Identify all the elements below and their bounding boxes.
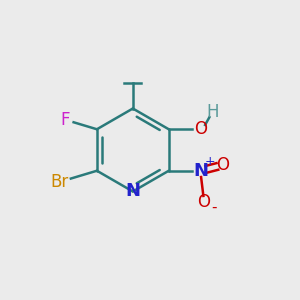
Text: Br: Br (51, 173, 69, 191)
Text: -: - (212, 200, 217, 215)
Text: F: F (61, 111, 70, 129)
Text: +: + (205, 155, 216, 168)
Text: O: O (194, 120, 207, 138)
Text: N: N (125, 182, 140, 200)
Text: O: O (197, 193, 210, 211)
Text: N: N (194, 162, 208, 180)
Text: H: H (206, 103, 218, 121)
Text: O: O (216, 156, 229, 174)
